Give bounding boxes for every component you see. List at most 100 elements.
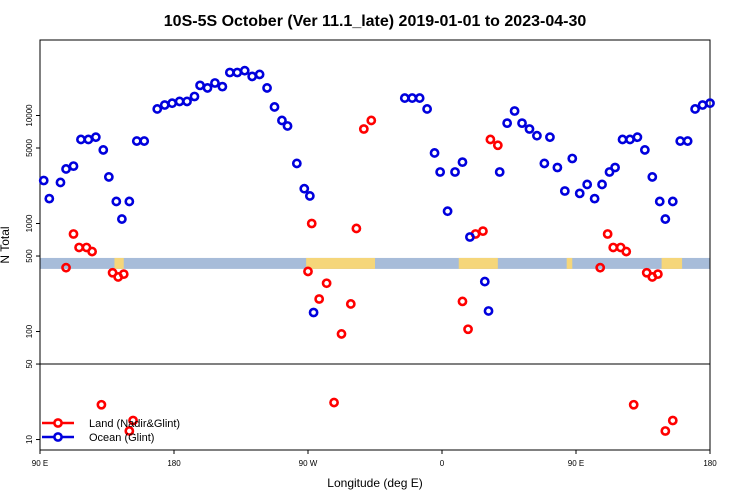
data-point — [647, 172, 658, 182]
data-points — [38, 65, 715, 436]
data-point — [682, 136, 693, 146]
data-point — [195, 80, 205, 91]
x-axis-label: Longitude (deg E) — [327, 476, 422, 490]
data-point — [429, 148, 440, 158]
data-point — [329, 397, 339, 408]
data-point — [76, 134, 86, 145]
data-point — [457, 157, 468, 168]
data-point — [532, 130, 542, 141]
data-point — [98, 145, 109, 155]
legend-marker — [53, 432, 63, 442]
data-point — [247, 71, 258, 82]
land-segment — [306, 257, 375, 269]
data-point — [602, 229, 613, 239]
data-point — [485, 134, 496, 145]
data-point — [336, 329, 347, 339]
data-point — [139, 136, 150, 146]
data-point — [224, 67, 235, 78]
data-point — [96, 399, 107, 410]
data-point — [232, 67, 243, 78]
data-point — [574, 188, 585, 199]
series-ocean — [38, 65, 715, 318]
data-point — [118, 269, 129, 280]
data-point — [667, 415, 678, 426]
x-tick-label: 90 W — [299, 459, 318, 468]
data-point — [639, 145, 650, 155]
x-tick-label: 180 — [167, 459, 181, 468]
data-point — [494, 167, 505, 177]
data-point — [308, 307, 319, 318]
data-point — [652, 269, 663, 280]
data-point — [589, 193, 600, 204]
data-point — [111, 196, 122, 207]
data-point — [545, 132, 555, 143]
data-point — [304, 191, 315, 201]
y-tick-label: 500 — [25, 249, 34, 263]
data-point — [124, 196, 135, 207]
land-segment — [661, 257, 683, 269]
data-point — [68, 161, 79, 172]
data-point — [457, 296, 468, 307]
data-point — [87, 246, 98, 257]
data-point — [422, 104, 433, 114]
data-point — [61, 262, 71, 273]
legend: Land (Nadir&Glint) Ocean (Glint) — [42, 418, 180, 444]
series-land — [61, 115, 678, 436]
data-point — [366, 115, 377, 126]
data-point — [83, 134, 94, 145]
data-point — [131, 136, 142, 146]
data-point — [450, 167, 460, 177]
data-point — [465, 232, 475, 242]
legend-label: Land (Nadir&Glint) — [89, 418, 180, 430]
data-point — [38, 175, 49, 186]
x-tick-label: 90 E — [32, 459, 48, 468]
plot-frame — [39, 39, 711, 451]
data-point — [492, 140, 503, 151]
data-point — [269, 102, 280, 112]
data-point — [152, 104, 163, 114]
x-tick-label: 0 — [440, 459, 445, 468]
data-point — [559, 186, 570, 196]
data-point — [345, 299, 356, 309]
data-point — [61, 164, 71, 174]
valid-data-band — [40, 257, 710, 269]
data-point — [442, 206, 453, 217]
data-point — [202, 83, 213, 93]
y-tick-label: 5000 — [25, 139, 34, 157]
y-tick-label: 10 — [25, 435, 34, 444]
x-axis: 90 E 180 90 W 0 90 E 180 — [32, 450, 717, 468]
land-segment — [458, 257, 498, 269]
data-point — [303, 266, 313, 277]
data-point — [277, 115, 287, 126]
data-point — [705, 98, 715, 109]
data-point — [116, 214, 127, 224]
data-point — [654, 196, 665, 207]
data-point — [697, 100, 708, 110]
y-tick-label: 50 — [25, 359, 34, 368]
data-point — [291, 158, 302, 169]
legend-marker — [53, 418, 63, 428]
data-point — [435, 167, 446, 177]
legend-label: Ocean (Glint) — [89, 432, 154, 444]
data-point — [299, 183, 310, 194]
data-point — [509, 106, 520, 116]
data-point — [189, 91, 200, 102]
y-tick-label: 1000 — [25, 214, 34, 232]
data-point — [210, 78, 220, 88]
data-point — [483, 306, 494, 316]
data-point — [321, 278, 332, 289]
data-point — [463, 324, 473, 335]
data-point — [282, 121, 293, 131]
data-point — [90, 132, 101, 143]
data-point — [610, 162, 620, 173]
data-point — [103, 172, 114, 182]
data-point — [597, 179, 607, 190]
data-point — [660, 426, 671, 436]
data-point — [414, 93, 425, 103]
data-point — [617, 134, 628, 145]
data-point — [628, 399, 639, 410]
data-point — [621, 246, 632, 257]
land-segment — [114, 257, 124, 269]
y-tick-label: 10000 — [25, 104, 34, 127]
data-point — [159, 100, 170, 110]
